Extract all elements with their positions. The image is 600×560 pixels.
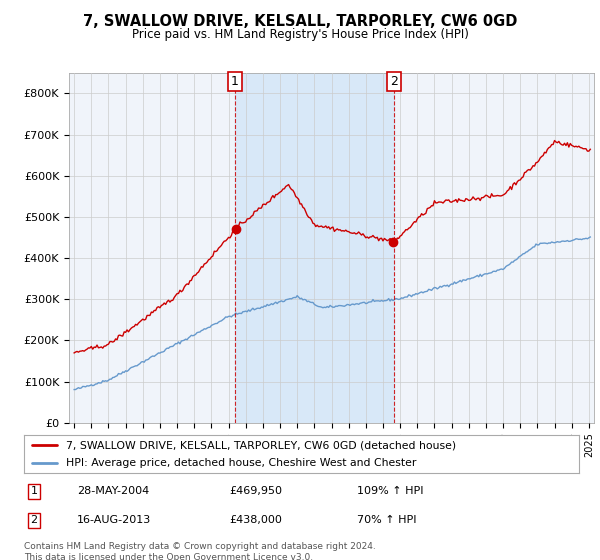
Bar: [235, 73, 394, 423]
Text: £438,000: £438,000: [229, 515, 282, 525]
Text: 109% ↑ HPI: 109% ↑ HPI: [357, 487, 424, 496]
Text: Price paid vs. HM Land Registry's House Price Index (HPI): Price paid vs. HM Land Registry's House …: [131, 28, 469, 41]
Text: 1: 1: [31, 487, 37, 496]
Text: 16-AUG-2013: 16-AUG-2013: [77, 515, 151, 525]
Text: 1: 1: [231, 75, 239, 88]
Text: 7, SWALLOW DRIVE, KELSALL, TARPORLEY, CW6 0GD (detached house): 7, SWALLOW DRIVE, KELSALL, TARPORLEY, CW…: [65, 440, 456, 450]
Text: 2: 2: [31, 515, 38, 525]
Text: 70% ↑ HPI: 70% ↑ HPI: [357, 515, 416, 525]
Text: Contains HM Land Registry data © Crown copyright and database right 2024.
This d: Contains HM Land Registry data © Crown c…: [24, 542, 376, 560]
Text: HPI: Average price, detached house, Cheshire West and Chester: HPI: Average price, detached house, Ches…: [65, 458, 416, 468]
Text: £469,950: £469,950: [229, 487, 283, 496]
Text: 7, SWALLOW DRIVE, KELSALL, TARPORLEY, CW6 0GD: 7, SWALLOW DRIVE, KELSALL, TARPORLEY, CW…: [83, 14, 517, 29]
Text: 28-MAY-2004: 28-MAY-2004: [77, 487, 149, 496]
Text: 2: 2: [389, 75, 398, 88]
